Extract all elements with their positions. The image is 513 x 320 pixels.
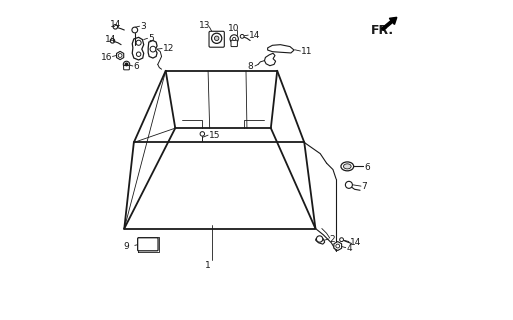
Text: 16: 16 [101,52,112,61]
Circle shape [113,25,117,29]
Text: 14: 14 [110,20,121,29]
Text: 6: 6 [364,163,370,172]
Text: 5: 5 [148,34,154,43]
Circle shape [345,181,352,188]
Text: 15: 15 [209,131,220,140]
Ellipse shape [341,162,353,171]
FancyArrow shape [382,17,397,30]
Circle shape [150,46,156,52]
Circle shape [123,61,130,68]
Text: 11: 11 [301,47,312,56]
Text: 14: 14 [349,238,361,247]
Text: 14: 14 [249,31,260,40]
FancyBboxPatch shape [209,31,224,47]
Text: 14: 14 [105,35,116,44]
Text: 2: 2 [330,235,336,244]
Circle shape [211,33,222,44]
Text: 4: 4 [347,244,352,253]
Text: 8: 8 [247,62,253,71]
Circle shape [317,236,323,242]
Ellipse shape [344,164,351,169]
Circle shape [230,35,239,43]
Text: 10: 10 [228,24,239,33]
Text: 9: 9 [123,242,129,251]
FancyBboxPatch shape [124,65,129,70]
Text: 6: 6 [134,62,140,71]
Circle shape [200,132,205,136]
Text: 7: 7 [362,182,367,191]
Text: 13: 13 [199,21,211,30]
Text: 1: 1 [205,261,211,270]
Circle shape [232,37,236,41]
Circle shape [136,52,141,56]
Circle shape [214,36,219,41]
Circle shape [125,63,128,66]
Circle shape [336,244,340,248]
Circle shape [118,53,122,57]
Circle shape [240,35,244,38]
FancyBboxPatch shape [137,238,158,251]
Circle shape [132,27,137,33]
Circle shape [340,238,344,242]
Text: FR.: FR. [371,24,394,37]
Text: 3: 3 [141,22,146,31]
Circle shape [110,39,115,43]
Text: 12: 12 [163,44,174,53]
FancyBboxPatch shape [231,40,238,47]
Circle shape [136,40,141,45]
